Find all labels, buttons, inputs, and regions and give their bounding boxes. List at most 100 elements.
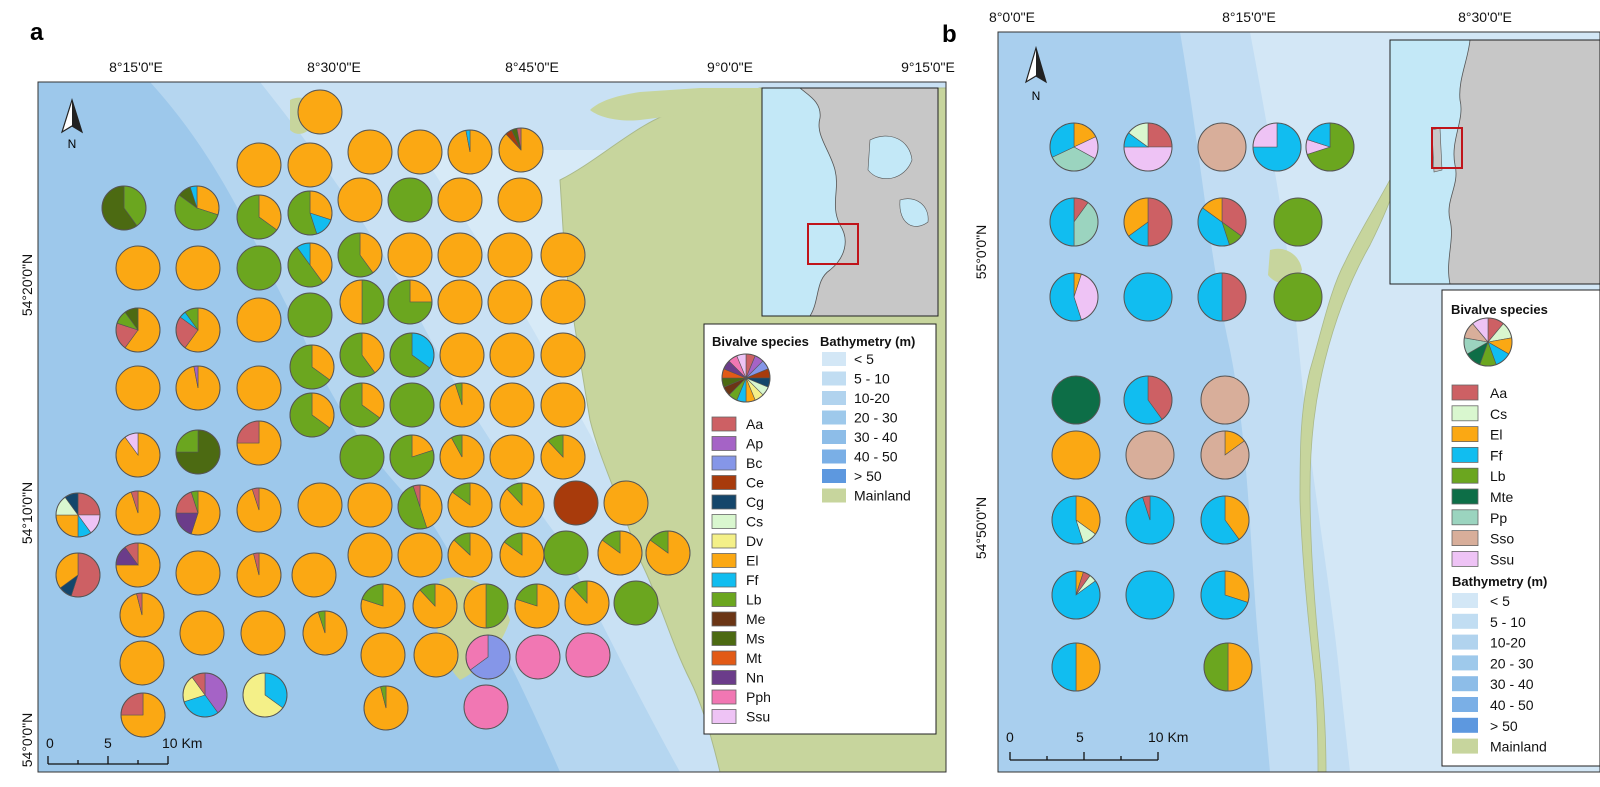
pie-chart bbox=[1051, 375, 1101, 425]
legend-pie bbox=[721, 353, 771, 403]
north-arrow-half bbox=[72, 100, 82, 132]
legend-swatch bbox=[1452, 613, 1478, 629]
pie-chart bbox=[174, 185, 220, 231]
legend-label: < 5 bbox=[854, 351, 874, 367]
legend-swatch bbox=[711, 572, 737, 588]
pie-outline bbox=[447, 532, 493, 578]
pie-chart bbox=[397, 129, 443, 175]
pie-outline bbox=[1123, 122, 1173, 172]
pie-outline bbox=[1049, 197, 1099, 247]
legend-swatch bbox=[711, 709, 737, 724]
north-label: N bbox=[1032, 89, 1041, 103]
panel-a-frame bbox=[37, 81, 947, 773]
pie-slice-El bbox=[236, 142, 282, 188]
legend-label: Bc bbox=[746, 455, 762, 471]
pie-chart bbox=[236, 365, 282, 411]
pie-chart bbox=[115, 245, 161, 291]
pie-chart bbox=[465, 634, 511, 680]
legend-swatch bbox=[1451, 384, 1479, 401]
panel-b-frame bbox=[997, 31, 1600, 773]
pie-chart bbox=[439, 382, 485, 428]
pie-chart bbox=[337, 177, 383, 223]
pie-chart bbox=[499, 482, 545, 528]
lon-label: 8°30'0"E bbox=[307, 59, 361, 75]
north-arrow: N bbox=[60, 97, 84, 151]
scale-line bbox=[1009, 752, 1159, 761]
pie-chart bbox=[360, 583, 406, 629]
pie-outline bbox=[175, 307, 221, 353]
pie-outline bbox=[1123, 375, 1173, 425]
pie-outline bbox=[1197, 272, 1247, 322]
legend-swatch bbox=[1451, 405, 1479, 422]
pie-chart bbox=[540, 382, 586, 428]
pie-chart bbox=[175, 550, 221, 596]
legend-swatch bbox=[1452, 676, 1478, 692]
pie-chart bbox=[447, 532, 493, 578]
panel-a-legend: Bivalve species Bathymetry (m) Aa Ap Bc Ce C… bbox=[703, 323, 937, 735]
legend-swatch bbox=[822, 371, 846, 386]
legend-swatch bbox=[711, 514, 737, 529]
pie-chart bbox=[297, 89, 343, 135]
legend-swatch bbox=[1451, 509, 1479, 526]
pie-slice-El bbox=[175, 245, 221, 291]
legend-label: Dv bbox=[746, 533, 763, 549]
pie-slice-Pph bbox=[565, 632, 611, 678]
pie-chart bbox=[287, 190, 333, 236]
pie-chart bbox=[1049, 197, 1099, 247]
legend-swatch bbox=[1451, 467, 1479, 484]
pie-chart bbox=[447, 482, 493, 528]
pie-chart bbox=[115, 307, 161, 353]
pie-chart bbox=[1125, 495, 1175, 545]
pie-outline bbox=[339, 279, 385, 325]
legend-swatch bbox=[711, 670, 737, 685]
legend-swatch bbox=[1452, 738, 1478, 754]
pie-chart bbox=[1123, 272, 1173, 322]
legend-species-pie bbox=[721, 353, 771, 403]
pie-outline bbox=[363, 685, 409, 731]
pie-slice-Lb bbox=[543, 530, 589, 576]
pie-outline bbox=[174, 185, 220, 231]
pie-chart bbox=[175, 365, 221, 411]
pie-chart bbox=[540, 332, 586, 378]
pie-chart bbox=[236, 487, 282, 533]
legend-label: Mainland bbox=[1490, 739, 1547, 755]
pie-slice-Pph bbox=[463, 684, 509, 730]
pie-slice-Lb bbox=[389, 382, 435, 428]
legend-swatch bbox=[1451, 530, 1479, 546]
pie-chart bbox=[387, 232, 433, 278]
pie-chart bbox=[175, 429, 221, 475]
pie-chart bbox=[236, 420, 282, 466]
pie-chart bbox=[397, 484, 443, 530]
pie-chart bbox=[175, 307, 221, 353]
pie-slice-El bbox=[347, 129, 393, 175]
legend-label: Cg bbox=[746, 494, 764, 510]
pie-chart bbox=[55, 492, 101, 538]
pie-chart bbox=[397, 532, 443, 578]
pie-chart bbox=[437, 279, 483, 325]
pie-slice-El bbox=[347, 532, 393, 578]
pie-chart bbox=[287, 142, 333, 188]
lon-label: 8°30'0"E bbox=[1458, 9, 1512, 25]
pie-chart bbox=[514, 583, 560, 629]
pie-chart bbox=[1197, 197, 1247, 247]
pie-slice-El bbox=[489, 382, 535, 428]
pie-outline bbox=[645, 530, 691, 576]
pie-outline bbox=[115, 542, 161, 588]
pie-outline bbox=[540, 434, 586, 480]
pie-outline bbox=[101, 185, 147, 231]
legend-swatch bbox=[711, 494, 737, 510]
inset-land bbox=[1448, 40, 1600, 284]
pie-outline bbox=[236, 552, 282, 598]
pie-chart bbox=[182, 672, 228, 718]
pie-slice-Lb bbox=[1273, 197, 1323, 247]
pie-chart bbox=[1200, 495, 1250, 545]
pie-chart bbox=[447, 129, 493, 175]
pie-chart bbox=[55, 552, 101, 598]
pie-chart bbox=[1197, 272, 1247, 322]
scale-label: 5 bbox=[104, 735, 112, 751]
pie-chart bbox=[1273, 197, 1323, 247]
pie-outline bbox=[287, 190, 333, 236]
legend-label: 30 - 40 bbox=[1490, 676, 1534, 692]
lat-label: 54°0'0"N bbox=[19, 713, 35, 768]
legend-label: Lb bbox=[746, 592, 762, 608]
